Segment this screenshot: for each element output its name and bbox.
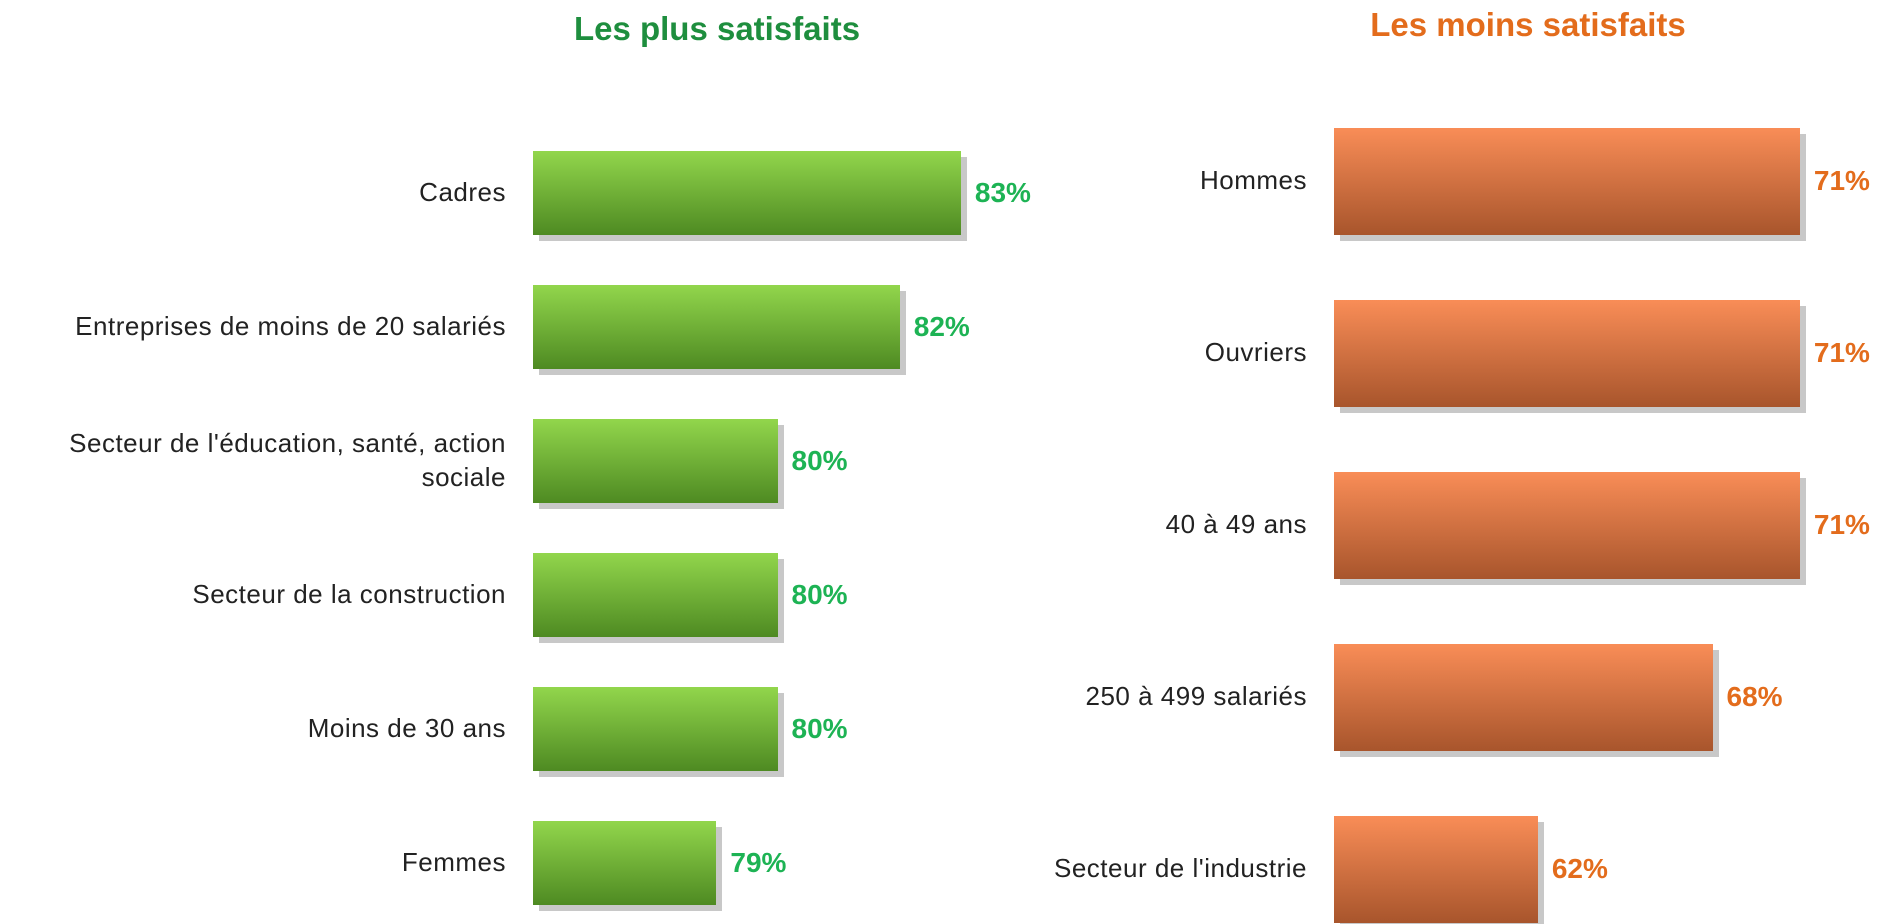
chart-title: Les moins satisfaits — [1370, 6, 1686, 43]
bar — [533, 285, 900, 369]
category-label: Ouvriers — [1204, 337, 1307, 368]
bar — [533, 419, 778, 503]
value-label: 71% — [1813, 509, 1870, 540]
category-label: Secteur de l'industrie — [1054, 853, 1307, 884]
category-label: Moins de 30 ans — [307, 713, 506, 744]
bar — [533, 687, 778, 771]
bar — [533, 821, 717, 905]
value-label: 71% — [1813, 337, 1870, 368]
value-label: 82% — [913, 311, 970, 342]
bar — [1334, 643, 1713, 751]
category-label: Cadres — [419, 177, 506, 208]
category-label: Secteur de l'éducation, santé, action so… — [69, 428, 506, 492]
value-label: 80% — [791, 445, 848, 476]
value-label: 68% — [1726, 681, 1783, 712]
bar — [1334, 299, 1800, 407]
value-label: 83% — [974, 177, 1031, 208]
chart-title: Les plus satisfaits — [573, 10, 861, 47]
value-label: 62% — [1551, 853, 1608, 884]
value-label: 71% — [1813, 165, 1870, 196]
bar — [1334, 127, 1800, 235]
bar — [1334, 471, 1800, 579]
category-label: Hommes — [1199, 165, 1307, 196]
bar — [533, 151, 961, 235]
bar — [533, 553, 778, 637]
category-label: Femmes — [401, 847, 506, 878]
category-label: Secteur de la construction — [192, 579, 506, 610]
value-label: 79% — [730, 847, 787, 878]
value-label: 80% — [791, 579, 848, 610]
category-label: Entreprises de moins de 20 salariés — [75, 311, 506, 342]
category-label: 40 à 49 ans — [1165, 509, 1307, 540]
bar — [1334, 815, 1538, 923]
category-label: 250 à 499 salariés — [1085, 681, 1307, 712]
value-label: 80% — [791, 713, 848, 744]
